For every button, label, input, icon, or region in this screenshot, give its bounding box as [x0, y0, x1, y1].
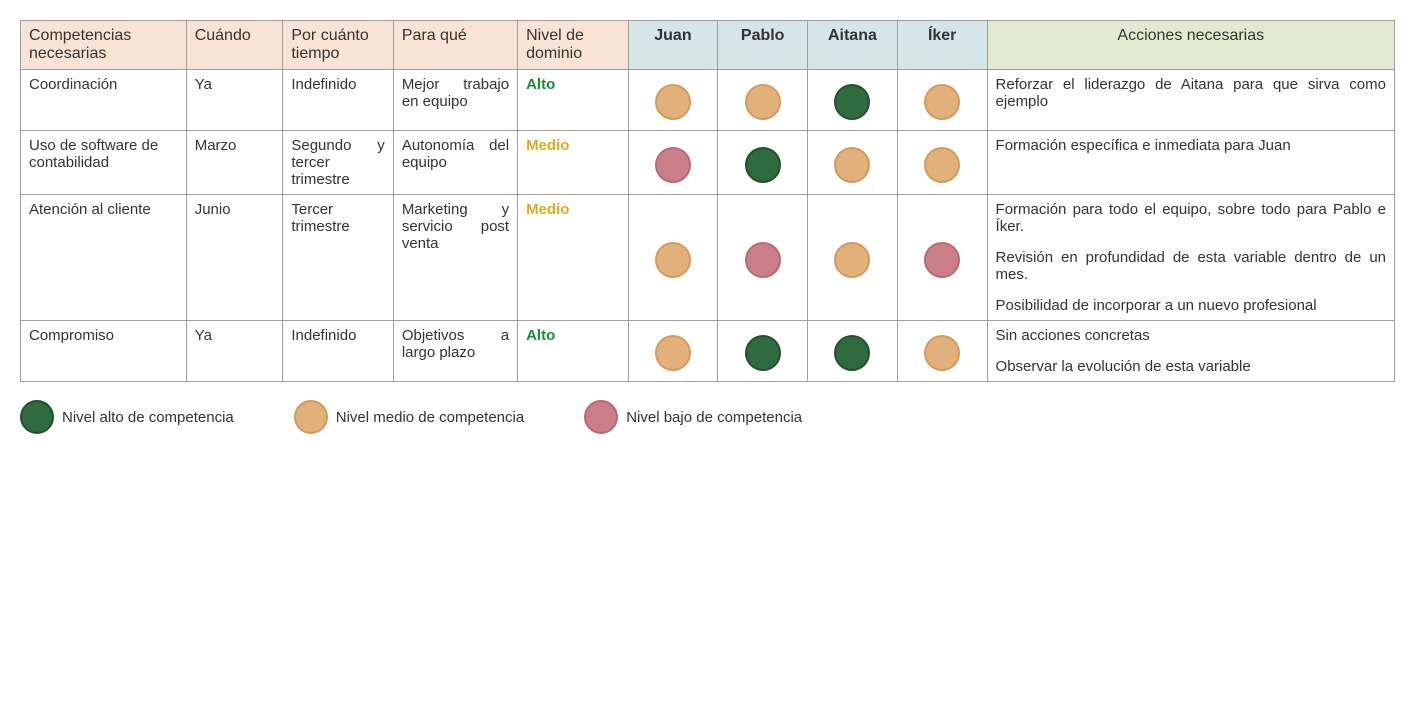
cell-rating: [808, 321, 898, 382]
rating-mid-icon: [745, 84, 781, 120]
cell-nivel: Alto: [518, 70, 628, 131]
accion-text: Reforzar el liderazgo de Aitana para que…: [996, 76, 1386, 110]
rating-mid-icon: [924, 335, 960, 371]
accion-text: Formación específica e inmediata para Ju…: [996, 137, 1386, 154]
cell-rating: [897, 195, 987, 321]
cell-rating: [628, 131, 718, 195]
legend-low-label: Nivel bajo de competencia: [626, 409, 802, 426]
cell-cuando: Junio: [186, 195, 283, 321]
cell-para-que: Marketing y servicio post venta: [393, 195, 517, 321]
cell-rating: [718, 195, 808, 321]
cell-competencia: Atención al cliente: [21, 195, 187, 321]
hdr-person-2: Pablo: [718, 21, 808, 70]
cell-competencia: Compromiso: [21, 321, 187, 382]
cell-para-que: Objetivos a largo plazo: [393, 321, 517, 382]
rating-mid-icon: [655, 242, 691, 278]
cell-rating: [897, 70, 987, 131]
rating-mid-icon: [924, 84, 960, 120]
accion-text: Observar la evolución de esta variable: [996, 358, 1386, 375]
cell-rating: [897, 131, 987, 195]
cell-nivel: Alto: [518, 321, 628, 382]
cell-nivel: Medio: [518, 131, 628, 195]
table-row: Uso de software de contabilidadMarzoSegu…: [21, 131, 1395, 195]
accion-text: Formación para todo el equipo, sobre tod…: [996, 201, 1386, 235]
cell-cuando: Ya: [186, 70, 283, 131]
cell-rating: [808, 131, 898, 195]
competency-table: Competencias necesarias Cuándo Por cuánt…: [20, 20, 1395, 382]
cell-rating: [628, 321, 718, 382]
cell-competencia: Uso de software de contabilidad: [21, 131, 187, 195]
cell-rating: [628, 195, 718, 321]
cell-acciones: Formación para todo el equipo, sobre tod…: [987, 195, 1394, 321]
cell-rating: [897, 321, 987, 382]
cell-rating: [808, 195, 898, 321]
rating-mid-icon: [655, 335, 691, 371]
hdr-person-4: Íker: [897, 21, 987, 70]
cell-acciones: Formación específica e inmediata para Ju…: [987, 131, 1394, 195]
cell-para-que: Mejor trabajo en equipo: [393, 70, 517, 131]
rating-mid-icon: [655, 84, 691, 120]
legend-high: Nivel alto de competencia: [20, 400, 234, 434]
accion-text: Sin acciones concretas: [996, 327, 1386, 344]
legend-high-label: Nivel alto de competencia: [62, 409, 234, 426]
rating-mid-icon: [924, 147, 960, 183]
rating-high-icon: [834, 335, 870, 371]
cell-cuando: Marzo: [186, 131, 283, 195]
hdr-para-que: Para qué: [393, 21, 517, 70]
hdr-person-1: Juan: [628, 21, 718, 70]
cell-rating: [628, 70, 718, 131]
rating-high-icon: [745, 147, 781, 183]
hdr-competencias: Competencias necesarias: [21, 21, 187, 70]
table-row: CoordinaciónYaIndefinidoMejor trabajo en…: [21, 70, 1395, 131]
circle-low-icon: [584, 400, 618, 434]
rating-low-icon: [924, 242, 960, 278]
table-header-row: Competencias necesarias Cuándo Por cuánt…: [21, 21, 1395, 70]
cell-rating: [718, 70, 808, 131]
cell-para-que: Autonomía del equipo: [393, 131, 517, 195]
hdr-nivel: Nivel de dominio: [518, 21, 628, 70]
legend: Nivel alto de competencia Nivel medio de…: [20, 400, 1395, 434]
legend-low: Nivel bajo de competencia: [584, 400, 802, 434]
cell-acciones: Reforzar el liderazgo de Aitana para que…: [987, 70, 1394, 131]
cell-por-cuanto: Tercer trimestre: [283, 195, 393, 321]
accion-text: Posibilidad de incorporar a un nuevo pro…: [996, 297, 1386, 314]
cell-cuando: Ya: [186, 321, 283, 382]
rating-low-icon: [745, 242, 781, 278]
rating-mid-icon: [834, 147, 870, 183]
accion-text: Revisión en profundidad de esta variable…: [996, 249, 1386, 283]
rating-mid-icon: [834, 242, 870, 278]
cell-nivel: Medio: [518, 195, 628, 321]
cell-por-cuanto: Indefinido: [283, 321, 393, 382]
cell-rating: [718, 321, 808, 382]
table-body: CoordinaciónYaIndefinidoMejor trabajo en…: [21, 70, 1395, 382]
rating-low-icon: [655, 147, 691, 183]
cell-rating: [808, 70, 898, 131]
table-row: Atención al clienteJunioTercer trimestre…: [21, 195, 1395, 321]
hdr-cuando: Cuándo: [186, 21, 283, 70]
circle-mid-icon: [294, 400, 328, 434]
hdr-acciones: Acciones necesarias: [987, 21, 1394, 70]
cell-competencia: Coordinación: [21, 70, 187, 131]
legend-mid-label: Nivel medio de competencia: [336, 409, 524, 426]
cell-por-cuanto: Indefinido: [283, 70, 393, 131]
table-row: CompromisoYaIndefinidoObjetivos a largo …: [21, 321, 1395, 382]
rating-high-icon: [745, 335, 781, 371]
rating-high-icon: [834, 84, 870, 120]
hdr-person-3: Aitana: [808, 21, 898, 70]
circle-high-icon: [20, 400, 54, 434]
cell-rating: [718, 131, 808, 195]
cell-por-cuanto: Segundo y tercer trimestre: [283, 131, 393, 195]
hdr-por-cuanto: Por cuánto tiempo: [283, 21, 393, 70]
legend-mid: Nivel medio de competencia: [294, 400, 524, 434]
cell-acciones: Sin acciones concretas Observar la evoluc…: [987, 321, 1394, 382]
